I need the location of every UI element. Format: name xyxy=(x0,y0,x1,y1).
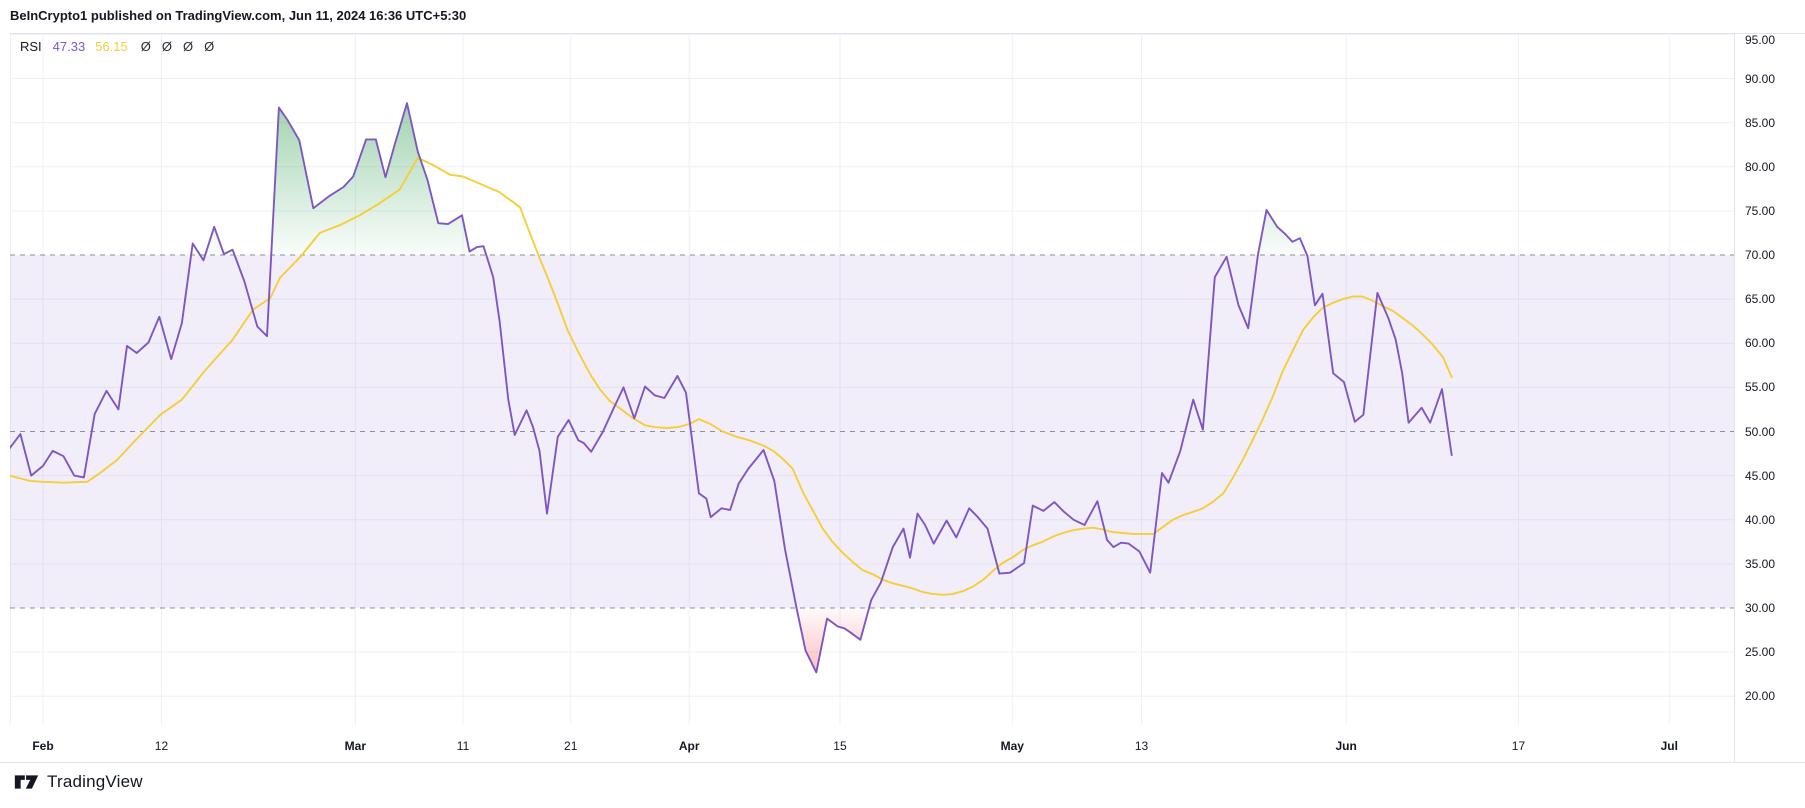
x-tick-label: 15 xyxy=(833,739,847,753)
y-tick-label: 45.00 xyxy=(1745,468,1776,483)
y-tick-label: 85.00 xyxy=(1745,115,1776,130)
tradingview-logo-text: TradingView xyxy=(47,772,143,791)
x-tick-label: 12 xyxy=(154,739,169,753)
ma-value: 56.15 xyxy=(95,39,128,54)
y-tick-label: 30.00 xyxy=(1745,601,1776,615)
y-tick-label: 80.00 xyxy=(1745,159,1776,174)
y-tick-label: 90.00 xyxy=(1745,71,1776,86)
x-tick-label: Feb xyxy=(32,739,54,753)
x-tick-label: 11 xyxy=(456,739,470,753)
empty-value: Ø xyxy=(140,39,151,54)
time-scale[interactable]: Feb 12 Mar 11 21 Apr 15 May 13 Jun 17 Jul xyxy=(10,725,1734,762)
x-tick-label: Apr xyxy=(678,739,700,753)
y-tick-label: 60.00 xyxy=(1745,336,1776,351)
y-tick-label: 65.00 xyxy=(1745,292,1776,307)
y-tick-label: 20.00 xyxy=(1745,689,1776,704)
x-tick-label: 17 xyxy=(1511,739,1526,753)
x-tick-label: Mar xyxy=(344,739,366,753)
empty-value: Ø xyxy=(161,39,173,54)
price-scale[interactable]: 95.00 90.00 85.00 80.00 75.00 70.00 65.00 60.00… xyxy=(1734,33,1805,762)
y-tick-label: 35.00 xyxy=(1745,556,1776,571)
x-tick-label: 13 xyxy=(1134,739,1149,753)
y-tick-label: 25.00 xyxy=(1745,645,1776,660)
y-tick-label: 50.00 xyxy=(1745,424,1776,439)
y-tick-label: 75.00 xyxy=(1745,203,1776,218)
y-tick-label: 95.00 xyxy=(1745,33,1776,47)
empty-value: Ø xyxy=(183,39,194,54)
rsi-value: 47.33 xyxy=(52,39,86,54)
tradingview-logo[interactable]: TradingView xyxy=(14,771,143,793)
x-tick-label: Jul xyxy=(1660,739,1678,753)
indicator-title: RSI xyxy=(20,39,42,54)
x-tick-label: Jun xyxy=(1335,739,1357,753)
y-tick-label: 40.00 xyxy=(1745,512,1776,527)
attribution-text: BeInCrypto1 published on TradingView.com… xyxy=(10,8,467,23)
y-tick-label: 55.00 xyxy=(1745,380,1776,395)
x-tick-label: 21 xyxy=(564,739,578,753)
y-tick-label: 70.00 xyxy=(1745,248,1776,262)
x-tick-label: May xyxy=(1000,739,1024,753)
empty-value: Ø xyxy=(204,39,215,54)
tradingview-logo-icon xyxy=(14,775,39,789)
